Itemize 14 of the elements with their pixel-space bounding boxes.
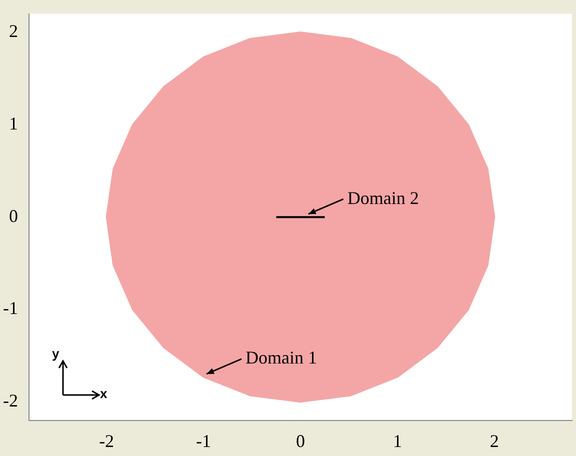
annotation: Domain 1: [246, 348, 318, 368]
annotation: x: [100, 386, 108, 401]
y-tick-label: -1: [2, 298, 18, 318]
y-tick-label: 2: [8, 21, 18, 42]
annotation: Domain 2: [347, 188, 419, 208]
y-tick-label: 1: [8, 113, 18, 134]
x-tick-label: 2: [490, 430, 499, 451]
x-tick-label: 1: [392, 430, 402, 451]
x-tick-label: 0: [296, 430, 305, 451]
x-tick-label: -2: [99, 430, 114, 451]
x-tick-label: -1: [196, 430, 212, 451]
annotation: y: [52, 346, 60, 361]
y-tick-label: 0: [8, 206, 18, 226]
y-tick-label: -2: [2, 390, 18, 411]
